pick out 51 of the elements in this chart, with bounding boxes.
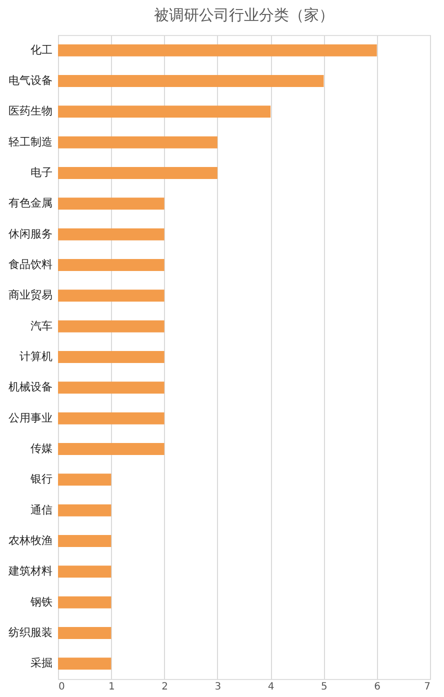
bar [58, 658, 112, 670]
y-tick-label: 电气设备 [8, 74, 52, 87]
y-tick-label: 计算机 [20, 350, 52, 363]
bar [58, 535, 112, 547]
y-tick-label: 通信 [30, 503, 52, 516]
bar [58, 627, 112, 639]
bar [58, 351, 164, 363]
bar [58, 167, 218, 179]
y-tick-label: 食品饮料 [8, 258, 52, 271]
x-tick-label: 2 [162, 682, 168, 692]
y-tick-label: 公用事业 [8, 411, 52, 424]
bar [58, 136, 218, 148]
bar [58, 75, 324, 87]
bar [58, 474, 112, 486]
y-tick-label: 银行 [30, 472, 52, 486]
bar [58, 382, 164, 394]
y-tick-label: 汽车 [30, 319, 52, 332]
bar [58, 44, 377, 56]
x-tick-label: 4 [268, 682, 274, 692]
y-tick-label: 轻工制造 [8, 135, 52, 148]
y-tick-label: 医药生物 [8, 104, 52, 118]
y-tick-label: 纺织服装 [8, 626, 52, 639]
bar [58, 290, 164, 302]
y-tick-label: 电子 [30, 166, 52, 179]
bar [58, 596, 112, 608]
y-tick-label: 商业贸易 [8, 288, 52, 302]
y-tick-label: 机械设备 [8, 380, 52, 394]
x-tick-label: 7 [424, 682, 430, 692]
bar [58, 106, 271, 118]
y-tick-label: 休闲服务 [8, 227, 52, 240]
bar [58, 566, 112, 578]
y-tick-label: 建筑材料 [8, 564, 52, 578]
x-tick-label: 0 [58, 682, 65, 692]
y-tick-label: 钢铁 [30, 595, 52, 608]
bar [58, 198, 164, 210]
x-tick-label: 6 [374, 682, 381, 692]
bar [58, 443, 164, 455]
y-tick-label: 化工 [30, 43, 52, 56]
y-tick-label: 采掘 [30, 656, 52, 670]
bar [58, 412, 164, 424]
bar [58, 228, 164, 240]
y-tick-label: 农林牧渔 [8, 534, 52, 547]
x-tick-label: 3 [214, 682, 222, 692]
bar [58, 259, 164, 271]
bar [58, 504, 112, 516]
chart-title: 被调研公司行业分类（家） [154, 6, 334, 24]
x-tick-label: 1 [108, 682, 115, 692]
y-tick-label: 有色金属 [8, 196, 52, 210]
y-tick-label: 传媒 [30, 442, 52, 455]
bar [58, 320, 164, 332]
x-tick-label: 5 [321, 682, 328, 692]
